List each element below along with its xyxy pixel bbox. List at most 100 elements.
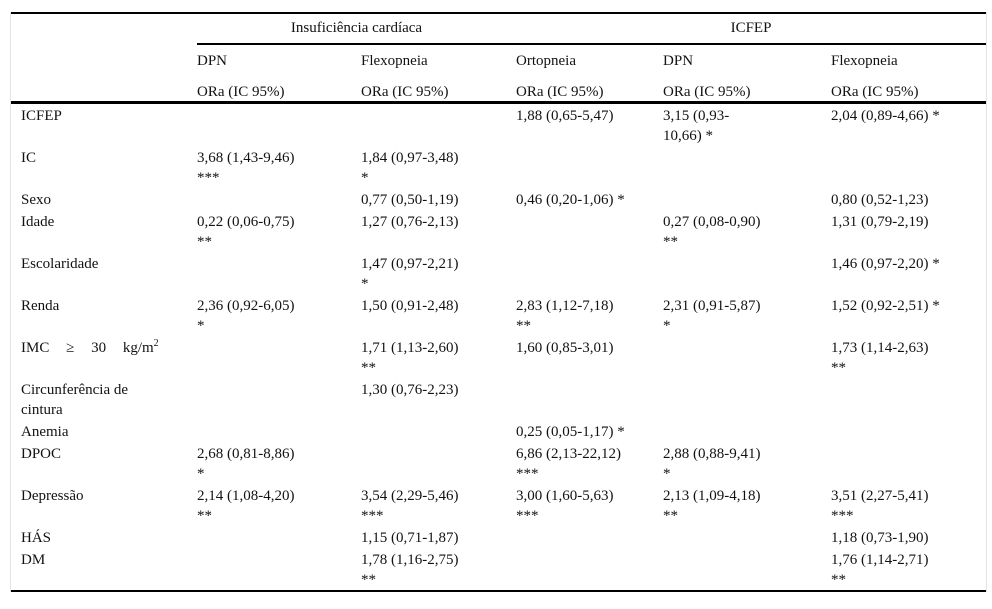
or-cell <box>663 252 831 294</box>
table-row: Sexo 0,77 (0,50-1,19) 0,46 (0,20-1,06) * 0,… <box>11 188 986 210</box>
table-row: ICFEP 1,88 (0,65-5,47) 3,15 (0,93- 10,66) … <box>11 103 986 147</box>
or-cell: 3,15 (0,93- 10,66) * <box>663 108 730 144</box>
header-stub <box>11 13 197 44</box>
column-group-insuficiencia-cardiaca: Insuficiência cardíaca <box>197 13 517 45</box>
group-header-row: Insuficiência cardíaca ICFEP <box>11 13 987 45</box>
or-cell: 6,86 (2,13-22,12) *** <box>516 446 622 482</box>
measure-label: ORa (IC 95%) <box>663 75 832 104</box>
or-cell: 3,51 (2,27-5,41) *** <box>831 488 929 524</box>
or-cell <box>197 548 361 591</box>
table-body: ICFEP 1,88 (0,65-5,47) 3,15 (0,93- 10,66) … <box>11 103 986 592</box>
or-cell: 3,54 (2,29-5,46) *** <box>361 488 459 524</box>
or-cell <box>663 188 831 210</box>
row-label: HÁS <box>21 530 52 546</box>
or-cell <box>197 420 361 442</box>
measure-label: ORa (IC 95%) <box>197 75 361 104</box>
row-label: ICFEP <box>21 108 62 124</box>
header-stub <box>11 75 197 104</box>
or-cell: 1,76 (1,14-2,71) ** <box>831 552 929 588</box>
or-cell <box>831 378 986 420</box>
or-cell: 2,04 (0,89-4,66) * <box>831 108 940 124</box>
table-row: IC 3,68 (1,43-9,46) *** 1,84 (0,97-3,48) * <box>11 146 986 188</box>
row-label: Circunferência de cintura <box>21 382 129 418</box>
or-cell <box>197 526 361 548</box>
table-row: Escolaridade 1,47 (0,97-2,21) * 1,46 (0,97… <box>11 252 986 294</box>
or-cell: 0,27 (0,08-0,90) ** <box>663 214 761 250</box>
or-cell: 1,52 (0,92-2,51) * <box>831 298 940 314</box>
or-cell <box>663 146 831 188</box>
table-row: Idade 0,22 (0,06-0,75) ** 1,27 (0,76-2,13)… <box>11 210 986 252</box>
or-cell: 2,14 (1,08-4,20) ** <box>197 488 295 524</box>
row-label: Sexo <box>21 192 51 208</box>
or-cell <box>361 103 516 147</box>
or-cell: 1,47 (0,97-2,21) * <box>361 256 459 292</box>
col-header-ic-flexopneia: Flexopneia <box>361 53 428 69</box>
row-label: Idade <box>21 214 55 230</box>
or-cell: 1,71 (1,13-2,60) ** <box>361 340 459 376</box>
col-header-icfep-flexopneia: Flexopneia <box>831 53 898 69</box>
or-cell: 0,80 (0,52-1,23) <box>831 192 929 208</box>
or-cell <box>663 378 831 420</box>
or-cell <box>197 378 361 420</box>
or-cell <box>516 548 663 591</box>
row-label: IMC ≥ 30 kg/m2 <box>21 338 159 357</box>
table-row: Renda 2,36 (0,92-6,05) * 1,50 (0,91-2,48) 2… <box>11 294 986 336</box>
or-cell: 1,18 (0,73-1,90) <box>831 530 929 546</box>
row-label: DM <box>21 552 46 568</box>
measure-label: ORa (IC 95%) <box>361 75 517 104</box>
row-label: Depressão <box>21 488 84 504</box>
or-cell <box>663 526 831 548</box>
or-cell: 0,46 (0,20-1,06) * <box>516 192 625 208</box>
row-label: DPOC <box>21 446 62 462</box>
or-cell <box>831 420 986 442</box>
results-table: Insuficiência cardíaca ICFEP DPN Flexopn… <box>11 12 987 592</box>
or-cell: 3,68 (1,43-9,46) *** <box>197 150 295 186</box>
column-group-icfep: ICFEP <box>516 13 987 45</box>
or-cell: 3,00 (1,60-5,63) *** <box>516 488 614 524</box>
or-cell: 1,73 (1,14-2,63) ** <box>831 340 929 376</box>
or-cell: 1,27 (0,76-2,13) <box>361 214 459 230</box>
or-cell: 2,83 (1,12-7,18) ** <box>516 298 614 334</box>
or-cell: 1,88 (0,65-5,47) <box>516 108 614 124</box>
header-stub <box>11 44 197 75</box>
table-row: Depressão 2,14 (1,08-4,20) ** 3,54 (2,29-5… <box>11 484 986 526</box>
or-cell: 1,50 (0,91-2,48) <box>361 298 459 314</box>
measure-label: ORa (IC 95%) <box>831 75 987 104</box>
or-cell <box>516 378 663 420</box>
results-table-container: Insuficiência cardíaca ICFEP DPN Flexopn… <box>10 12 987 592</box>
or-cell: 2,68 (0,81-8,86) * <box>197 446 295 482</box>
or-cell <box>516 252 663 294</box>
or-cell <box>516 526 663 548</box>
or-cell: 1,46 (0,97-2,20) * <box>831 256 940 272</box>
or-cell: 1,30 (0,76-2,23) <box>361 382 459 398</box>
measure-label: ORa (IC 95%) <box>516 75 664 104</box>
col-header-ortopneia: Ortopneia <box>516 53 576 69</box>
or-cell <box>197 188 361 210</box>
or-cell: 1,60 (0,85-3,01) <box>516 340 614 356</box>
row-label: IC <box>21 150 36 166</box>
or-cell <box>197 252 361 294</box>
or-cell: 2,88 (0,88-9,41) * <box>663 446 761 482</box>
or-cell: 1,15 (0,71-1,87) <box>361 530 459 546</box>
table-row: Anemia 0,25 (0,05-1,17) * <box>11 420 986 442</box>
or-cell: 0,22 (0,06-0,75) ** <box>197 214 295 250</box>
or-cell <box>361 420 516 442</box>
or-cell <box>663 548 831 591</box>
or-cell: 0,77 (0,50-1,19) <box>361 192 459 208</box>
or-cell: 1,31 (0,79-2,19) <box>831 214 929 230</box>
table-row: HÁS 1,15 (0,71-1,87) 1,18 (0,73-1,90) <box>11 526 986 548</box>
symptom-header-row: DPN Flexopneia Ortopneia DPN Flexopneia <box>11 44 986 75</box>
or-cell: 1,78 (1,16-2,75) ** <box>361 552 459 588</box>
or-cell: 1,84 (0,97-3,48) * <box>361 150 459 186</box>
table-row: IMC ≥ 30 kg/m2 1,71 (1,13-2,60) ** 1,60 (0… <box>11 336 986 378</box>
or-cell <box>516 210 663 252</box>
row-label: Escolaridade <box>21 256 99 272</box>
or-cell <box>516 146 663 188</box>
table-row: DPOC 2,68 (0,81-8,86) * 6,86 (2,13-22,12) … <box>11 442 986 484</box>
or-cell <box>663 420 831 442</box>
col-header-icfep-dpn: DPN <box>663 53 694 69</box>
measure-header-row: ORa (IC 95%) ORa (IC 95%) ORa (IC 95%) O… <box>11 75 987 104</box>
or-cell: 2,13 (1,09-4,18) ** <box>663 488 761 524</box>
or-cell: 0,25 (0,05-1,17) * <box>516 424 625 440</box>
or-cell <box>197 336 361 378</box>
